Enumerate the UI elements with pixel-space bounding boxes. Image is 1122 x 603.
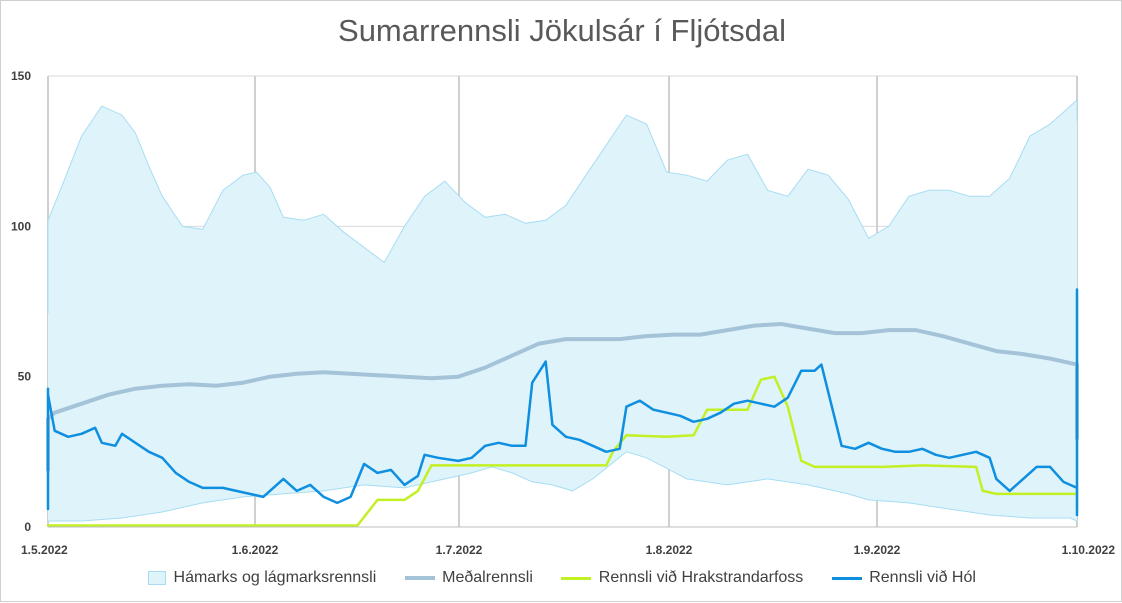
y-tick-label: 150	[11, 69, 31, 83]
legend-swatch-band	[148, 571, 167, 585]
band-max-edge	[47, 98, 1078, 314]
legend-swatch-hrakstrandarfoss	[561, 576, 592, 580]
legend-swatch-mean	[404, 576, 435, 580]
y-tick-label: 50	[18, 370, 32, 384]
legend-label-hol: Rennsli við Hól	[869, 569, 976, 586]
x-tick-label: 1.8.2022	[646, 543, 693, 557]
band-min-edge	[47, 451, 1078, 523]
band-area	[48, 100, 1077, 523]
x-tick-label: 1.10.2022	[1062, 543, 1116, 557]
legend-label-band: Hámarks og lágmarksrennsli	[173, 569, 377, 586]
legend-item-band: Hámarks og lágmarksrennsli	[148, 569, 376, 587]
legend-label-mean: Meðalrennsli	[442, 569, 533, 586]
legend-item-hol: Rennsli við Hól	[831, 569, 976, 587]
x-tick-label: 1.5.2022	[21, 543, 68, 557]
legend-item-mean: Meðalrennsli	[404, 569, 533, 587]
chart-title: Sumarrennsli Jökulsár í Fljótsdal	[338, 13, 786, 48]
line-layer	[46, 288, 1079, 527]
legend-item-hrakstrandarfoss: Rennsli við Hrakstrandarfoss	[561, 569, 803, 587]
legend: Hámarks og lágmarksrennsli Meðalrennsli …	[1, 569, 1122, 587]
legend-label-hrakstrandarfoss: Rennsli við Hrakstrandarfoss	[598, 569, 804, 586]
x-tick-label: 1.7.2022	[436, 543, 483, 557]
legend-swatch-hol	[831, 576, 862, 580]
x-tick-label: 1.6.2022	[232, 543, 279, 557]
band-layer	[47, 98, 1078, 523]
y-tick-label: 100	[11, 219, 31, 233]
y-tick-label: 0	[24, 520, 31, 534]
series-line-hol	[46, 288, 1079, 517]
x-tick-label: 1.9.2022	[854, 543, 901, 557]
axis-layer: 0 50 100 150 1.5.2022 1.6.2022 1.7.2022 1.8.202…	[11, 69, 1115, 557]
